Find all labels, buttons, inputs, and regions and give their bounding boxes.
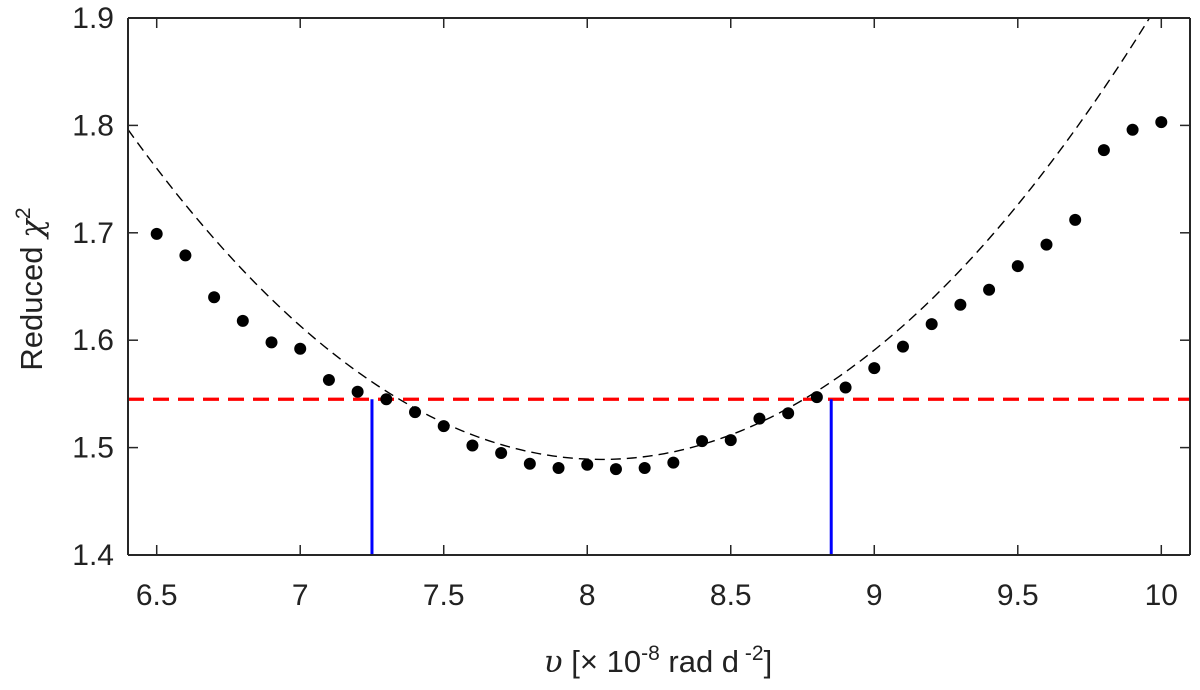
- x-tick-label-8: 10: [1145, 579, 1178, 612]
- data-point-32: [1040, 238, 1053, 251]
- x-axis-prefix: [× 10: [563, 644, 641, 679]
- data-point-29: [954, 298, 967, 311]
- x-tick-label-4: 8: [579, 579, 596, 612]
- data-point-26: [868, 362, 881, 375]
- data-point-3: [208, 291, 221, 304]
- x-tick-label-1: 6.5: [136, 579, 178, 612]
- data-point-24: [810, 391, 823, 404]
- y-tick-label-3: 1.6: [72, 324, 114, 357]
- fit-curve: [128, 18, 1151, 461]
- y-tick-label-6: 1.9: [72, 2, 114, 35]
- x-tick-label-3: 7.5: [423, 579, 465, 612]
- data-point-28: [925, 318, 938, 331]
- y-tick-label-1: 1.4: [72, 539, 114, 572]
- data-point-30: [983, 283, 996, 296]
- x-axis-symbol: υ: [544, 644, 563, 680]
- x-axis-unit: rad d: [660, 644, 739, 679]
- x-tick-label-7: 9.5: [997, 579, 1039, 612]
- y-axis-text: Reduced: [14, 238, 49, 371]
- data-point-35: [1126, 123, 1139, 136]
- data-point-16: [581, 458, 594, 471]
- data-point-10: [409, 406, 422, 419]
- data-point-20: [696, 435, 709, 448]
- data-point-1: [150, 227, 163, 240]
- data-point-22: [753, 412, 766, 425]
- data-point-18: [638, 462, 651, 475]
- x-axis-suffix: ]: [764, 644, 773, 679]
- x-axis-label: υ [× 10-8 rad d -2]: [544, 642, 772, 680]
- points-layer: [150, 116, 1168, 476]
- plot-area: [128, 18, 1190, 555]
- data-point-11: [437, 420, 450, 433]
- fit-layer: [128, 18, 1190, 555]
- y-tick-label-4: 1.7: [72, 217, 114, 250]
- data-point-8: [351, 385, 364, 398]
- data-point-7: [322, 373, 335, 386]
- data-point-15: [552, 462, 565, 475]
- data-point-31: [1011, 260, 1024, 273]
- data-point-17: [609, 463, 622, 476]
- y-axis-symbol: χ: [14, 217, 50, 240]
- y-axis-exponent: 2: [12, 207, 35, 219]
- x-axis-exponent: -8: [641, 642, 660, 665]
- data-point-2: [179, 249, 192, 262]
- data-point-4: [236, 314, 249, 327]
- data-point-27: [896, 340, 909, 353]
- data-point-13: [495, 446, 508, 459]
- axes-layer: [127, 17, 1191, 556]
- x-tick-label-5: 8.5: [710, 579, 752, 612]
- ticks-layer: 6.5 7 7.5 8 8.5 9 9.5 10 1.4 1.5 1.6 1.7 1.8 1.9: [72, 2, 1190, 612]
- data-point-19: [667, 456, 680, 469]
- data-point-14: [523, 457, 536, 470]
- data-point-21: [724, 434, 737, 447]
- y-axis-label: Reduced χ2: [12, 207, 50, 370]
- x-axis-exponent-2: -2: [739, 642, 764, 665]
- data-point-6: [294, 342, 307, 355]
- x-tick-label-2: 7: [292, 579, 309, 612]
- y-tick-label-5: 1.8: [72, 109, 114, 142]
- data-point-34: [1097, 144, 1110, 157]
- data-point-12: [466, 439, 479, 452]
- data-point-5: [265, 336, 278, 349]
- data-point-23: [782, 407, 795, 420]
- x-tick-label-6: 9: [866, 579, 883, 612]
- data-point-36: [1155, 116, 1168, 129]
- data-point-25: [839, 381, 852, 394]
- data-point-33: [1069, 213, 1082, 226]
- y-tick-label-2: 1.5: [72, 432, 114, 465]
- data-point-9: [380, 393, 393, 406]
- plot-background: [128, 18, 1190, 555]
